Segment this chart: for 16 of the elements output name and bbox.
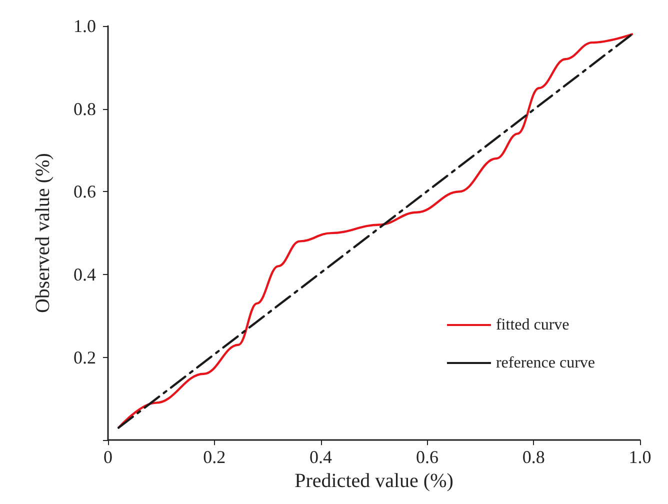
x-tick-label: 0	[104, 447, 112, 468]
x-tick-label: 0.2	[203, 447, 226, 468]
x-axis-title: Predicted value (%)	[294, 470, 454, 492]
legend-label: fitted curve	[496, 316, 570, 334]
x-tick-label: 0.4	[310, 447, 332, 468]
x-tick-label: 0.8	[522, 447, 545, 468]
y-tick-label: 0.2	[74, 347, 96, 368]
legend-label: reference curve	[496, 354, 596, 372]
y-axis-title: Observed value (%)	[32, 153, 54, 314]
y-tick-label: 0.8	[74, 98, 96, 119]
y-tick-label: 0.6	[74, 182, 96, 202]
x-tick-label: 1.0	[628, 447, 652, 468]
y-tick-label: 1.0	[74, 16, 96, 36]
x-tick-label: 0.6	[416, 447, 438, 468]
y-tick-label: 0.4	[74, 264, 96, 284]
line-series	[118, 33, 634, 429]
